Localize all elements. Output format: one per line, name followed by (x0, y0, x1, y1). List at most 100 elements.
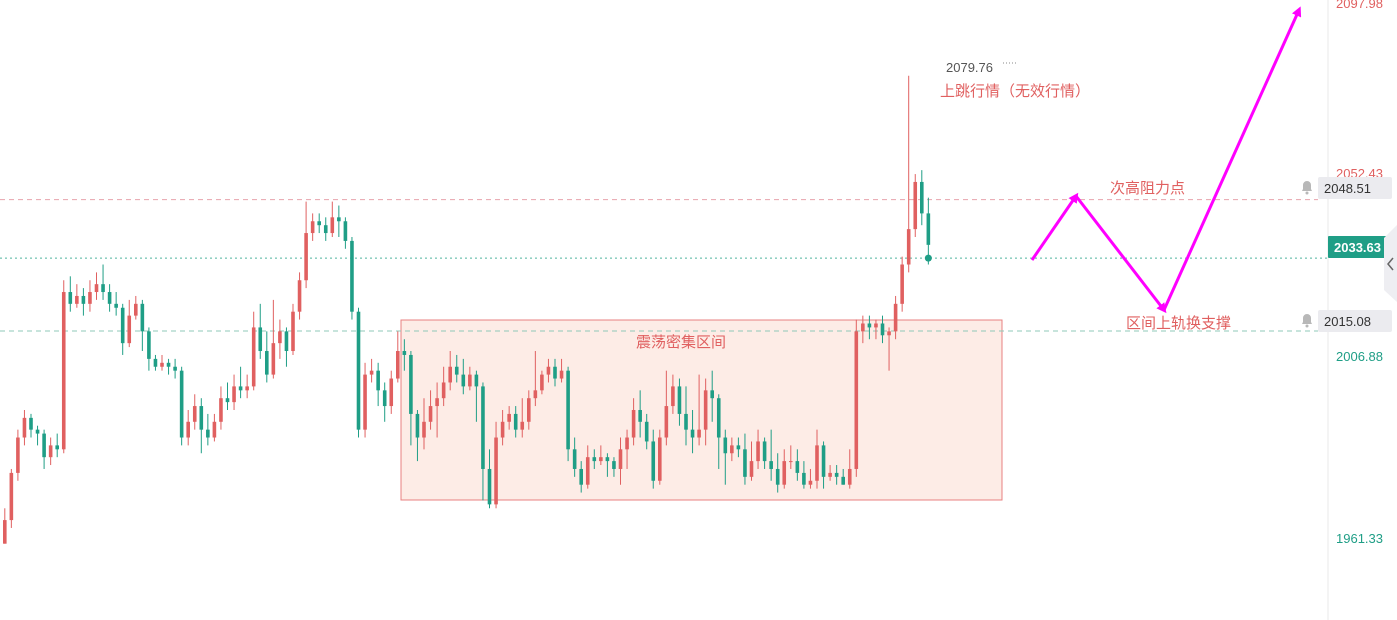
bell-icon[interactable] (1302, 181, 1312, 195)
candle-body (651, 441, 656, 481)
candle-body (376, 370, 380, 391)
candle-body (572, 449, 577, 469)
candle-body (690, 429, 695, 438)
candle-body (769, 461, 773, 469)
collapse-panel-handle[interactable] (1384, 225, 1397, 302)
candle-body (396, 351, 400, 379)
support-annotation: 区间上轨换支撑 (1126, 314, 1231, 332)
candle-body (664, 406, 669, 438)
candle-body (382, 390, 387, 407)
candle-body (134, 303, 138, 316)
candle-body (120, 307, 125, 344)
candle-body (638, 409, 642, 422)
candle-body (893, 303, 898, 332)
candle-body (238, 386, 243, 391)
candle-body (422, 421, 426, 438)
candle-body (330, 217, 335, 234)
candle-body (559, 370, 564, 379)
candle-body (684, 413, 688, 430)
candle-body (834, 472, 839, 477)
axis-top-label: 2097.98 (1336, 0, 1383, 11)
candle-body (107, 292, 112, 304)
candle-body (225, 398, 230, 403)
candle-body (828, 472, 832, 477)
candle-body (540, 374, 544, 391)
candle-body (9, 472, 14, 521)
candle-body (546, 366, 551, 375)
candle-body (847, 468, 852, 485)
candle-body (533, 390, 538, 399)
candle-body (271, 343, 276, 375)
chevron-left-icon (1387, 257, 1394, 271)
candle-body (743, 449, 747, 477)
candle-body (677, 386, 682, 414)
forecast-leg-2 (1074, 195, 1167, 314)
candle-body (474, 374, 479, 387)
forecast-leg-3 (1162, 6, 1302, 311)
current-price-badge (1328, 236, 1390, 258)
candle-body (251, 327, 256, 387)
candle-body (697, 429, 701, 438)
candle-body (337, 217, 341, 222)
consolidation-zone (400, 319, 1003, 501)
axis-low-label: 1961.33 (1336, 531, 1383, 546)
candle-body (513, 413, 518, 430)
candle-body (265, 351, 269, 375)
candle-body (42, 433, 46, 458)
candle-body (618, 449, 623, 469)
candle-body (258, 327, 263, 352)
candle-body (880, 323, 885, 336)
support-price-badge (1318, 310, 1392, 332)
candle-body (913, 181, 918, 230)
candle-body (454, 366, 459, 375)
candle-body (409, 354, 413, 414)
candle-body (219, 398, 223, 422)
candle-body (297, 280, 302, 312)
candle-body (88, 292, 92, 304)
candle-body (468, 374, 472, 387)
candle-body (775, 468, 780, 485)
candle-body (75, 295, 79, 304)
candle-body (22, 417, 27, 438)
candle-body (762, 441, 767, 462)
candle-body (356, 311, 361, 430)
bell-icon[interactable] (1302, 314, 1312, 328)
candle-body (402, 351, 407, 355)
candle-body (415, 413, 420, 438)
candle-body (127, 315, 132, 344)
candle-body (671, 386, 675, 407)
candle-body (192, 406, 197, 422)
candle-body (716, 398, 721, 438)
candle-body (35, 429, 40, 434)
candle-body (500, 421, 505, 438)
candle-body (160, 362, 164, 367)
candle-body (199, 406, 204, 430)
candle-body (179, 370, 184, 438)
candle-body (206, 429, 210, 438)
candle-body (749, 461, 754, 477)
candle-body (304, 233, 308, 281)
candle-body (710, 390, 714, 399)
candle-body (821, 445, 826, 477)
candle-body (363, 374, 367, 430)
candle-body (389, 378, 394, 407)
candle-body (81, 295, 86, 304)
candle-body (487, 468, 492, 505)
current-price-label: 2033.63 (1334, 240, 1381, 255)
candle-body (625, 437, 629, 450)
candle-body (789, 461, 793, 463)
candle-body (900, 264, 904, 304)
candle-body (782, 461, 787, 485)
candle-body (631, 409, 636, 438)
candle-body (323, 225, 328, 234)
candle-body (566, 370, 570, 450)
resistance-price-label: 2048.51 (1324, 181, 1371, 196)
candle-body (310, 221, 315, 234)
forecast-leg-1 (1030, 192, 1079, 261)
candle-body (245, 386, 249, 391)
candle-body (68, 292, 73, 304)
candle-body (507, 413, 511, 422)
candle-body (101, 284, 105, 293)
candle-body (802, 472, 806, 485)
